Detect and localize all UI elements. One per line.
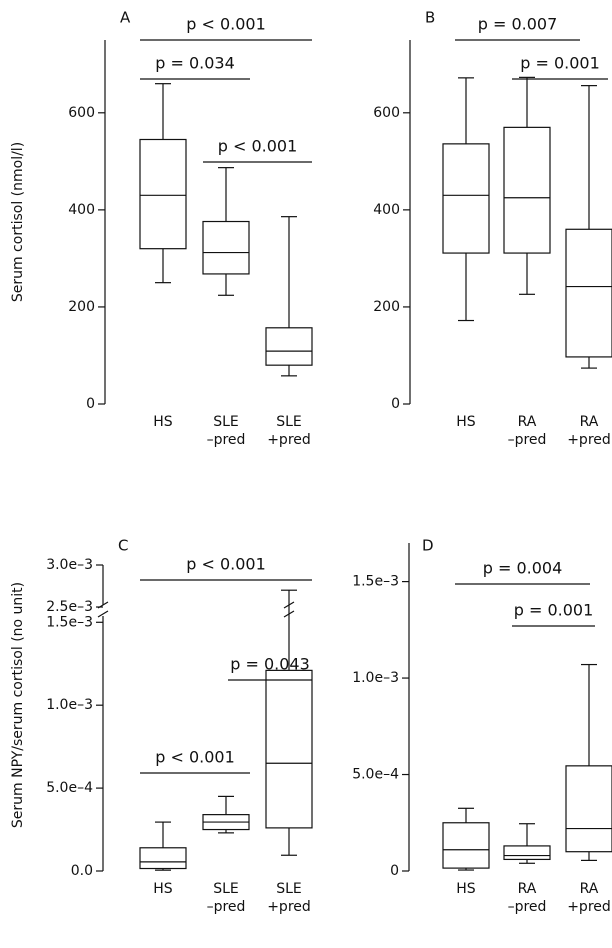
box [565, 765, 612, 853]
y-tick-label: 0 [390, 863, 399, 879]
p-value: p = 0.001 [520, 54, 600, 73]
panel-label: C [118, 537, 128, 555]
p-value: p = 0.007 [478, 15, 558, 34]
y-tick-label: 1.0e–3 [46, 697, 93, 713]
x-tick-line: SLE [276, 414, 302, 430]
x-tick-line: +pred [567, 432, 611, 448]
x-tick-line: SLE [213, 881, 239, 897]
x-tick-line: +pred [267, 432, 311, 448]
p-value: p = 0.043 [230, 655, 310, 674]
y-tick-label: 0 [391, 396, 400, 412]
y-tick-label: 3.0e–3 [46, 557, 93, 573]
x-tick-line: –pred [207, 432, 246, 448]
x-tick-line: –pred [508, 899, 547, 915]
y-tick-label: 5.0e–4 [46, 780, 93, 796]
x-tick-line: HS [456, 414, 476, 430]
y-tick-label: 5.0e–4 [352, 767, 399, 783]
y-tick-label: 600 [68, 105, 95, 121]
x-tick-line: HS [456, 881, 476, 897]
x-tick-line: –pred [207, 899, 246, 915]
x-tick-label: SLE –pred [207, 414, 246, 448]
x-tick-line: –pred [508, 432, 547, 448]
y-axis-label: Serum cortisol (nmol/l) [10, 142, 26, 302]
box [442, 822, 490, 869]
x-tick-label: HS [456, 881, 476, 897]
y-tick-label: 1.0e–3 [352, 670, 399, 686]
box [265, 669, 313, 829]
x-tick-line: RA [580, 414, 599, 430]
x-tick-label: SLE –pred [207, 881, 246, 915]
x-tick-line: +pred [567, 899, 611, 915]
p-value: p < 0.001 [218, 137, 298, 156]
y-tick-label: 0.0 [71, 863, 93, 879]
panel-label: B [425, 9, 435, 27]
y-tick-label: 1.5e–3 [352, 574, 399, 590]
box [139, 847, 187, 870]
p-value: p = 0.034 [155, 54, 235, 73]
x-tick-label: RA –pred [508, 414, 547, 448]
p-value: p = 0.001 [514, 601, 594, 620]
x-tick-line: SLE [276, 881, 302, 897]
box [442, 143, 490, 254]
y-tick-label: 2.5e–3 [46, 599, 93, 615]
box [202, 220, 250, 275]
x-tick-label: HS [153, 414, 173, 430]
whisker-break [283, 601, 295, 618]
y-tick-label: 0 [86, 396, 95, 412]
x-tick-label: RA +pred [567, 881, 611, 915]
panel-label: A [120, 9, 131, 27]
x-tick-line: RA [518, 414, 537, 430]
x-tick-line: HS [153, 881, 173, 897]
x-tick-line: RA [580, 881, 599, 897]
y-tick-label: 600 [373, 105, 400, 121]
box [503, 845, 551, 861]
x-tick-label: SLE +pred [267, 414, 311, 448]
p-value: p < 0.001 [155, 748, 235, 767]
box [503, 126, 551, 254]
x-tick-line: +pred [267, 899, 311, 915]
x-tick-line: SLE [213, 414, 239, 430]
x-tick-label: HS [456, 414, 476, 430]
y-axis-label: Serum NPY/serum cortisol (no unit) [10, 582, 26, 828]
y-tick-label: 400 [68, 202, 95, 218]
y-tick-label: 200 [68, 299, 95, 315]
y-tick-label: 1.5e–3 [46, 614, 93, 630]
x-tick-line: RA [518, 881, 537, 897]
x-tick-label: RA –pred [508, 881, 547, 915]
x-tick-label: RA +pred [567, 414, 611, 448]
x-tick-label: HS [153, 881, 173, 897]
p-value: p = 0.004 [483, 559, 563, 578]
x-tick-line: HS [153, 414, 173, 430]
y-tick-label: 200 [373, 299, 400, 315]
box [265, 327, 313, 366]
y-tick-label: 400 [373, 202, 400, 218]
box [139, 138, 187, 250]
panel-label: D [422, 537, 434, 555]
p-value: p < 0.001 [186, 555, 266, 574]
x-tick-label: SLE +pred [267, 881, 311, 915]
p-value: p < 0.001 [186, 15, 266, 34]
box [565, 228, 612, 358]
